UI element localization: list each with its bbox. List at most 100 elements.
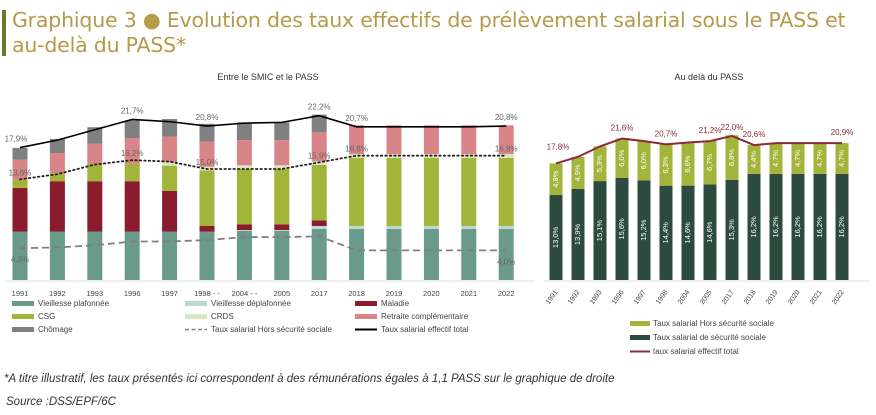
bar-segment-csg (124, 163, 140, 182)
bar-value-label: 4,9% (573, 164, 582, 181)
x-tick-label: 2019 (765, 289, 780, 306)
bar-segment-taux-salarial-hors-s-curit-sociale (681, 142, 695, 186)
legend-label: Retraite complémentaire (381, 312, 469, 321)
bar-segment-taux-salarial-hors-s-curit-sociale (703, 140, 717, 185)
line-data-label: 20,7% (655, 129, 678, 138)
data-label: 15,9% (308, 151, 331, 160)
x-tick-label: 2020 (787, 289, 802, 306)
bar-segment-vieillesse-plafonn-e (124, 231, 140, 280)
bar-segment-taux-salarial-de-s-curit-sociale (637, 180, 651, 280)
legend-label: taux salarial effectif total (653, 347, 739, 356)
bar-segment-csg (386, 157, 402, 226)
bar-value-label: 6,0% (639, 152, 648, 169)
x-tick-label: 2022 (498, 289, 515, 298)
bar-value-label: 6,0% (617, 149, 626, 166)
bar-segment-csg (461, 157, 477, 226)
bar-segment-vieillesse-plafonn-e (461, 228, 477, 280)
bar-value-label: 4,4% (749, 151, 758, 168)
bar-segment-taux-salarial-de-s-curit-sociale (747, 173, 761, 280)
bar-segment-taux-salarial-de-s-curit-sociale (681, 185, 695, 280)
bar-segment-csg (87, 163, 103, 182)
bar-value-label: 13,9% (573, 224, 582, 246)
legend-label: Taux salarial Hors sécurité sociale (211, 325, 332, 334)
legend-label: Chômage (38, 325, 73, 334)
x-tick-label: 1992 (567, 289, 582, 306)
bar-segment-ch-mage (274, 122, 290, 141)
bar-segment-vieillesse-d-plafonn-e (461, 225, 477, 229)
bar-segment-crds (349, 154, 365, 158)
bar-segment-vieillesse-plafonn-e (274, 230, 290, 280)
bar-value-label: 6,8% (727, 149, 736, 166)
bar-value-label: 5,3% (595, 155, 604, 172)
data-label: 21,7% (121, 106, 144, 115)
bar-segment-retraite-compl-mentaire (87, 143, 103, 164)
bar-segment-vieillesse-d-plafonn-e (236, 230, 252, 231)
bar-segment-maladie (274, 224, 290, 231)
bar-segment-csg (49, 173, 65, 182)
bar-value-label: 4,7% (771, 150, 780, 167)
line-taux-salarial-hors-s-curit-sociale (19, 235, 507, 252)
bar-segment-ch-mage (311, 114, 327, 133)
bar-segment-vieillesse-plafonn-e (386, 228, 402, 280)
bar-segment-vieillesse-d-plafonn-e (274, 230, 290, 231)
bar-segment-ch-mage (236, 122, 252, 141)
bar-segment-retraite-compl-mentaire (423, 125, 439, 155)
x-tick-label: 2004 - - (231, 289, 257, 298)
page-title: Graphique 3 ● Evolution des taux effecti… (12, 8, 846, 57)
bar-segment-taux-salarial-hors-s-curit-sociale (615, 138, 629, 178)
bar-segment-taux-salarial-hors-s-curit-sociale (769, 143, 783, 174)
bar-segment-taux-salarial-hors-s-curit-sociale (659, 144, 673, 186)
bar-segment-crds (162, 161, 178, 166)
bar-segment-vieillesse-plafonn-e (311, 228, 327, 280)
bar-segment-taux-salarial-de-s-curit-sociale (835, 173, 849, 280)
x-tick-label: 1996 (124, 289, 141, 298)
bar-segment-ch-mage (199, 123, 215, 142)
bar-segment-retraite-compl-mentaire (311, 132, 327, 162)
bar-segment-ch-mage (12, 147, 28, 160)
bar-value-label: 16,2% (793, 216, 802, 238)
legend-label: Maladie (381, 299, 410, 308)
bar-segment-csg (12, 179, 28, 188)
line-taux-salarial-effectif-total (19, 114, 507, 149)
x-tick-label: 1998 (655, 289, 670, 306)
bar-segment-vieillesse-plafonn-e (199, 231, 215, 280)
x-tick-label: 2018 (743, 289, 758, 306)
bar-segment-taux-salarial-de-s-curit-sociale (593, 181, 607, 280)
bar-value-label: 15,1% (595, 220, 604, 242)
data-label: 20,7% (345, 114, 368, 123)
data-label: 15,0% (196, 158, 219, 167)
bar-segment-vieillesse-plafonn-e (349, 228, 365, 280)
legend-label: Taux salarial de sécurité sociale (653, 333, 766, 342)
x-tick-label: 1996 (611, 289, 626, 306)
x-tick-label: 2017 (311, 289, 328, 298)
chart-right-title: Au delà du PASS (675, 72, 744, 82)
bar-value-label: 4,7% (837, 150, 846, 167)
x-tick-label: 1998 - - (194, 289, 220, 298)
x-tick-label: 1991 (545, 289, 560, 306)
bar-value-label: 14,6% (683, 222, 692, 244)
data-label: 13,6% (9, 168, 32, 177)
bar-segment-vieillesse-plafonn-e (162, 231, 178, 280)
bar-segment-vieillesse-plafonn-e (498, 228, 514, 280)
bar-segment-retraite-compl-mentaire (274, 140, 290, 166)
line-total-rate (555, 134, 842, 165)
x-tick-label: 2020 (423, 289, 440, 298)
bar-segment-retraite-compl-mentaire (461, 125, 477, 155)
bar-segment-taux-salarial-de-s-curit-sociale (725, 179, 739, 280)
bar-segment-csg (349, 157, 365, 226)
bar-value-label: 6,3% (661, 156, 670, 173)
chart-right: Au delà du PASS 13,0% 4,8% 13,9% 4,9% 15,1% 5… (544, 72, 870, 356)
bar-value-label: 14,4% (661, 222, 670, 244)
footnote: *A titre illustratif, les taux présentés… (4, 373, 615, 385)
bar-segment-retraite-compl-mentaire (12, 159, 28, 180)
bar-segment-taux-salarial-de-s-curit-sociale (549, 194, 563, 280)
bar-segment-taux-salarial-de-s-curit-sociale (703, 184, 717, 280)
line-data-label: 20,9% (831, 128, 854, 137)
data-label: 17,9% (5, 135, 28, 144)
legend-swatch (185, 301, 207, 306)
bar-segment-crds (236, 165, 252, 169)
legend-label: Vieillesse plafonnée (38, 299, 110, 308)
bar-segment-vieillesse-d-plafonn-e (349, 225, 365, 229)
bar-value-label: 4,8% (551, 170, 560, 187)
bar-segment-csg (274, 169, 290, 225)
